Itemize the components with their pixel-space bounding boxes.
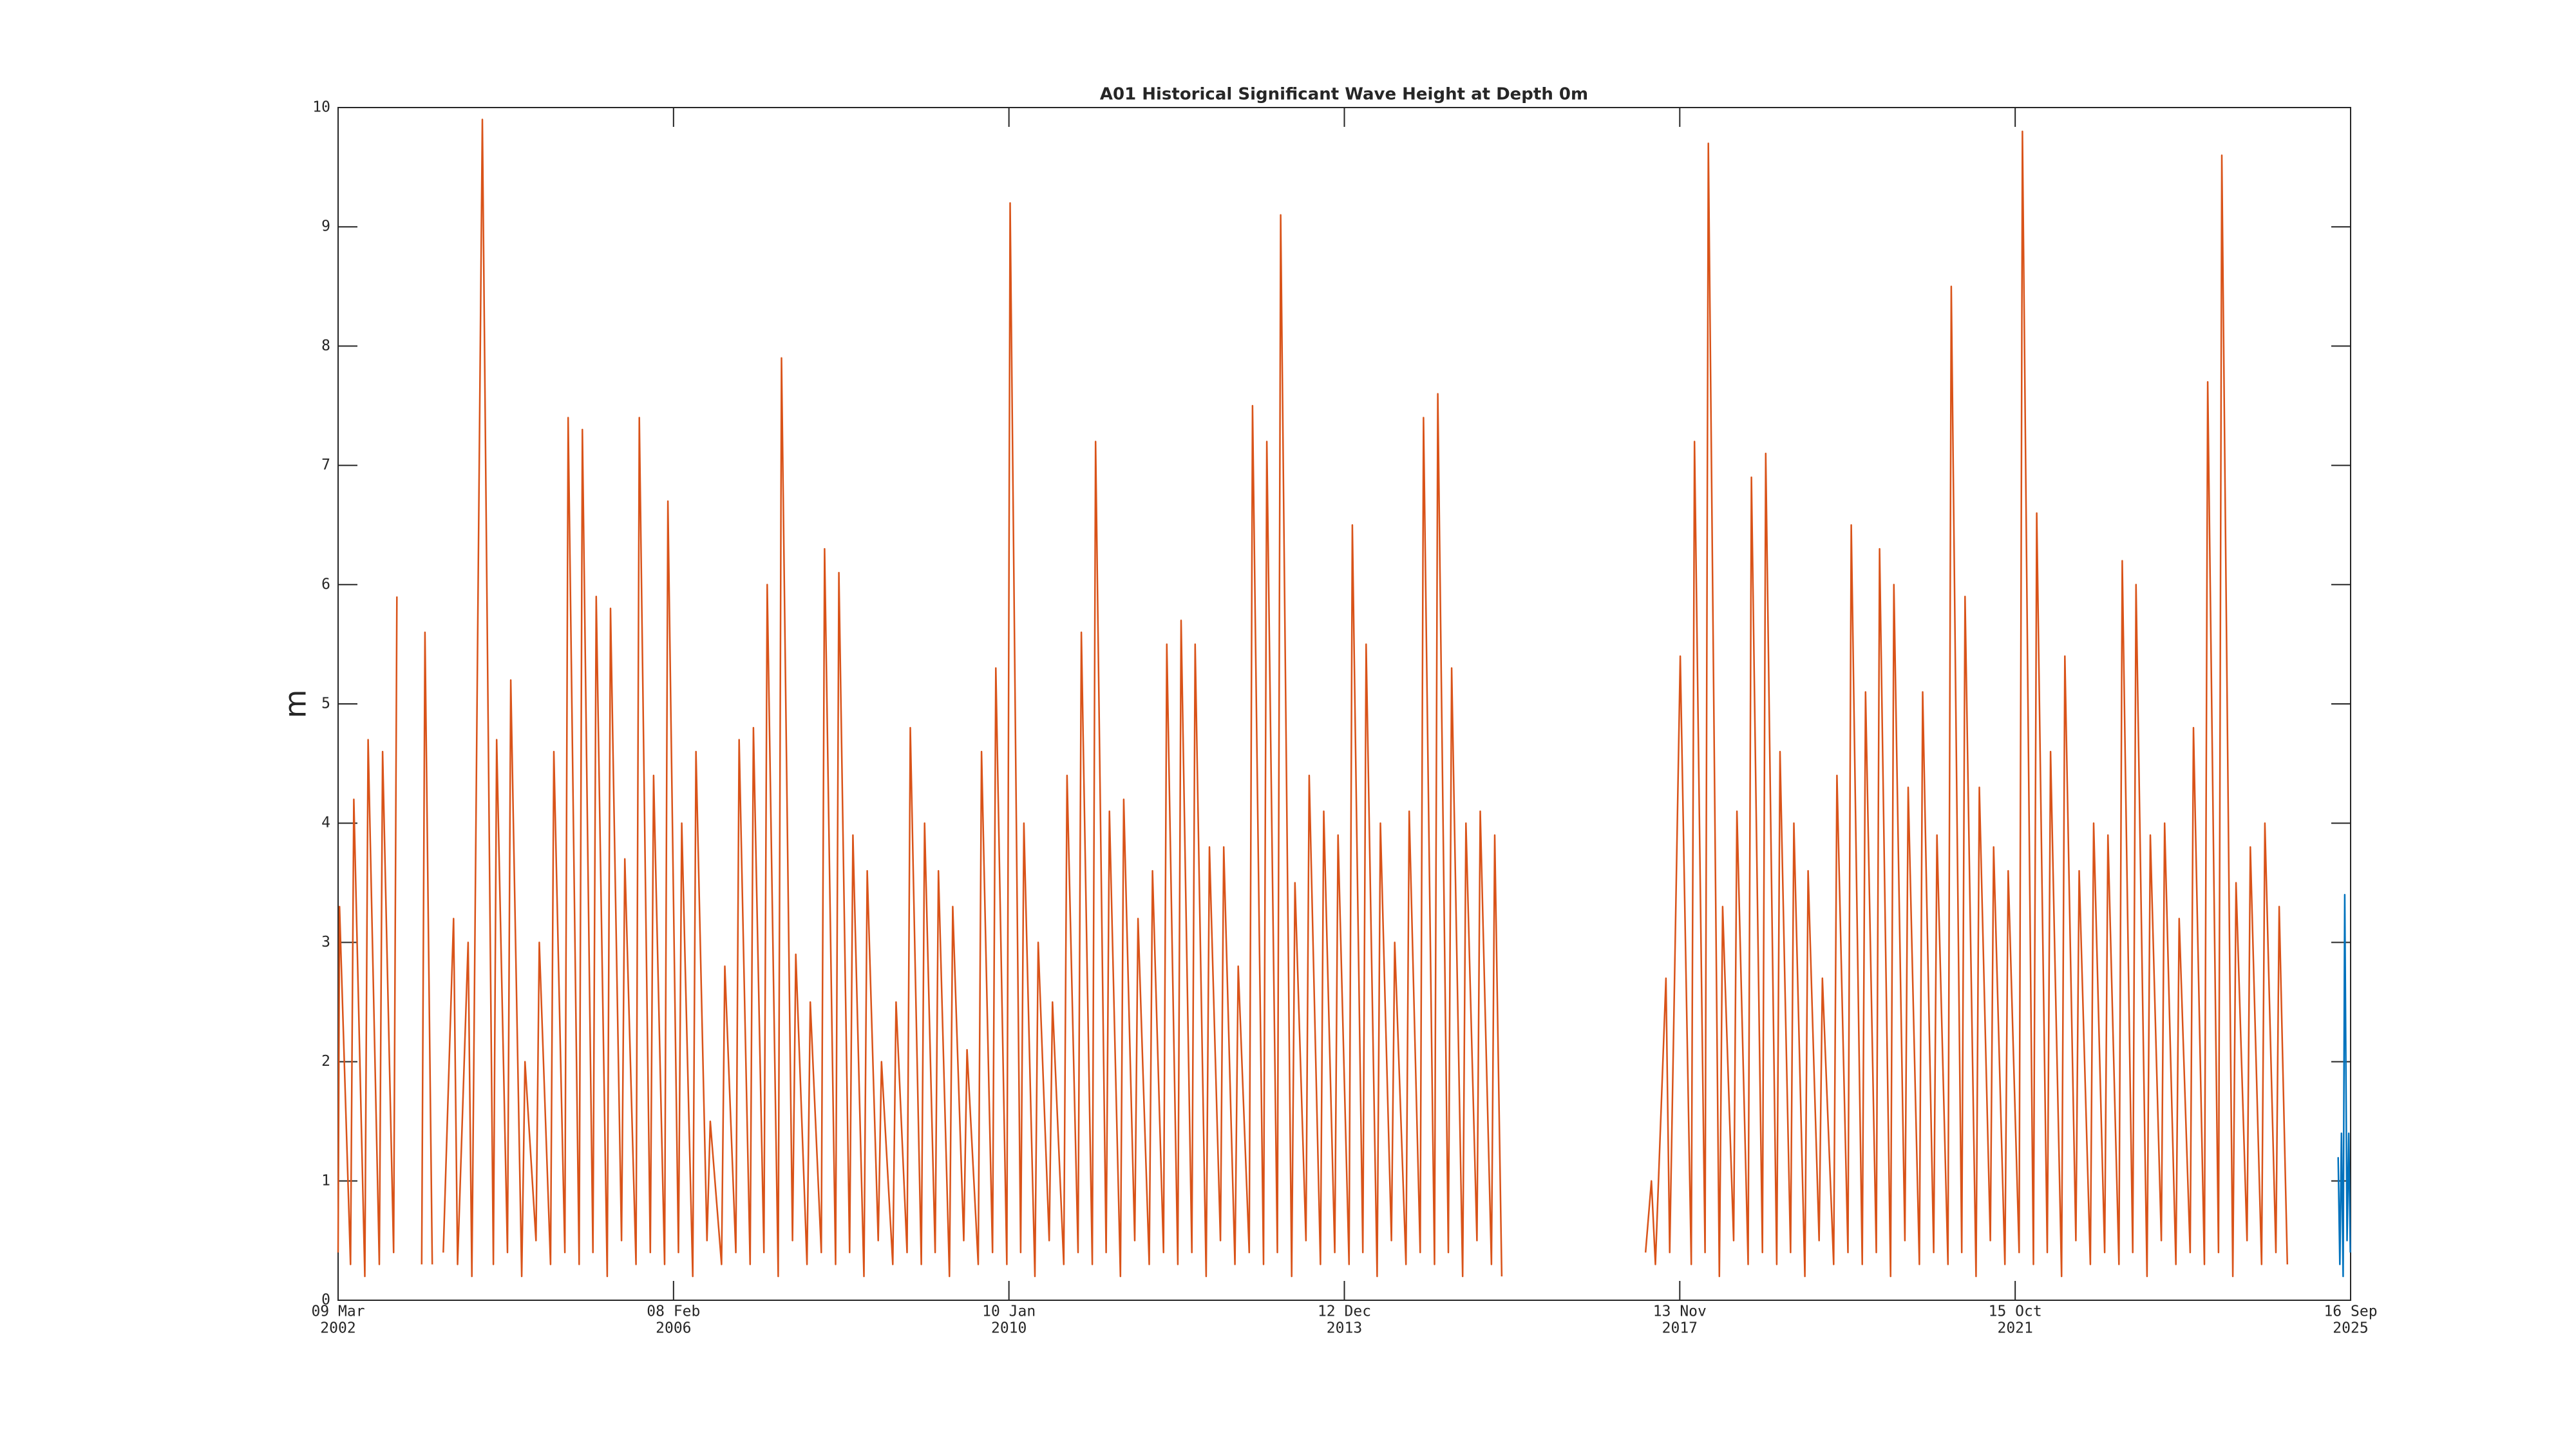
y-tick-label: 1	[321, 1172, 330, 1189]
x-tick-label: 16 Sep	[2324, 1303, 2377, 1320]
x-tick-label: 09 Mar	[311, 1303, 365, 1320]
y-tick-label: 5	[321, 696, 330, 712]
y-tick-label: 7	[321, 457, 330, 473]
x-tick-label: 2025	[2333, 1320, 2368, 1337]
y-tick-label: 8	[321, 337, 330, 354]
x-tick-label: 08 Feb	[647, 1303, 700, 1320]
x-tick-label: 12 Dec	[1318, 1303, 1371, 1320]
x-tick-label: 10 Jan	[982, 1303, 1036, 1320]
x-tick-label: 2017	[1662, 1320, 1698, 1337]
x-tick-label: 2013	[1327, 1320, 1362, 1337]
y-tick-label: 3	[321, 934, 330, 951]
y-tick-label: 2	[321, 1053, 330, 1070]
x-tick-label: 2021	[1997, 1320, 2032, 1337]
y-tick-label: 9	[321, 218, 330, 235]
data-line	[337, 118, 2289, 1278]
x-tick-label: 15 Oct	[1989, 1303, 2042, 1320]
x-tick-label: 2002	[320, 1320, 355, 1337]
y-tick-label: 0	[321, 1292, 330, 1309]
y-tick-label: 6	[321, 576, 330, 592]
x-tick-label: 13 Nov	[1653, 1303, 1707, 1320]
y-axis-label: m	[278, 690, 313, 719]
data-line	[2337, 894, 2351, 1278]
y-tick-label: 10	[312, 99, 330, 116]
y-tick-label: 4	[321, 815, 330, 831]
x-tick-label: 2010	[991, 1320, 1027, 1337]
x-tick-label: 2006	[656, 1320, 691, 1337]
chart-title: A01 Historical Significant Wave Height a…	[1100, 85, 1588, 104]
